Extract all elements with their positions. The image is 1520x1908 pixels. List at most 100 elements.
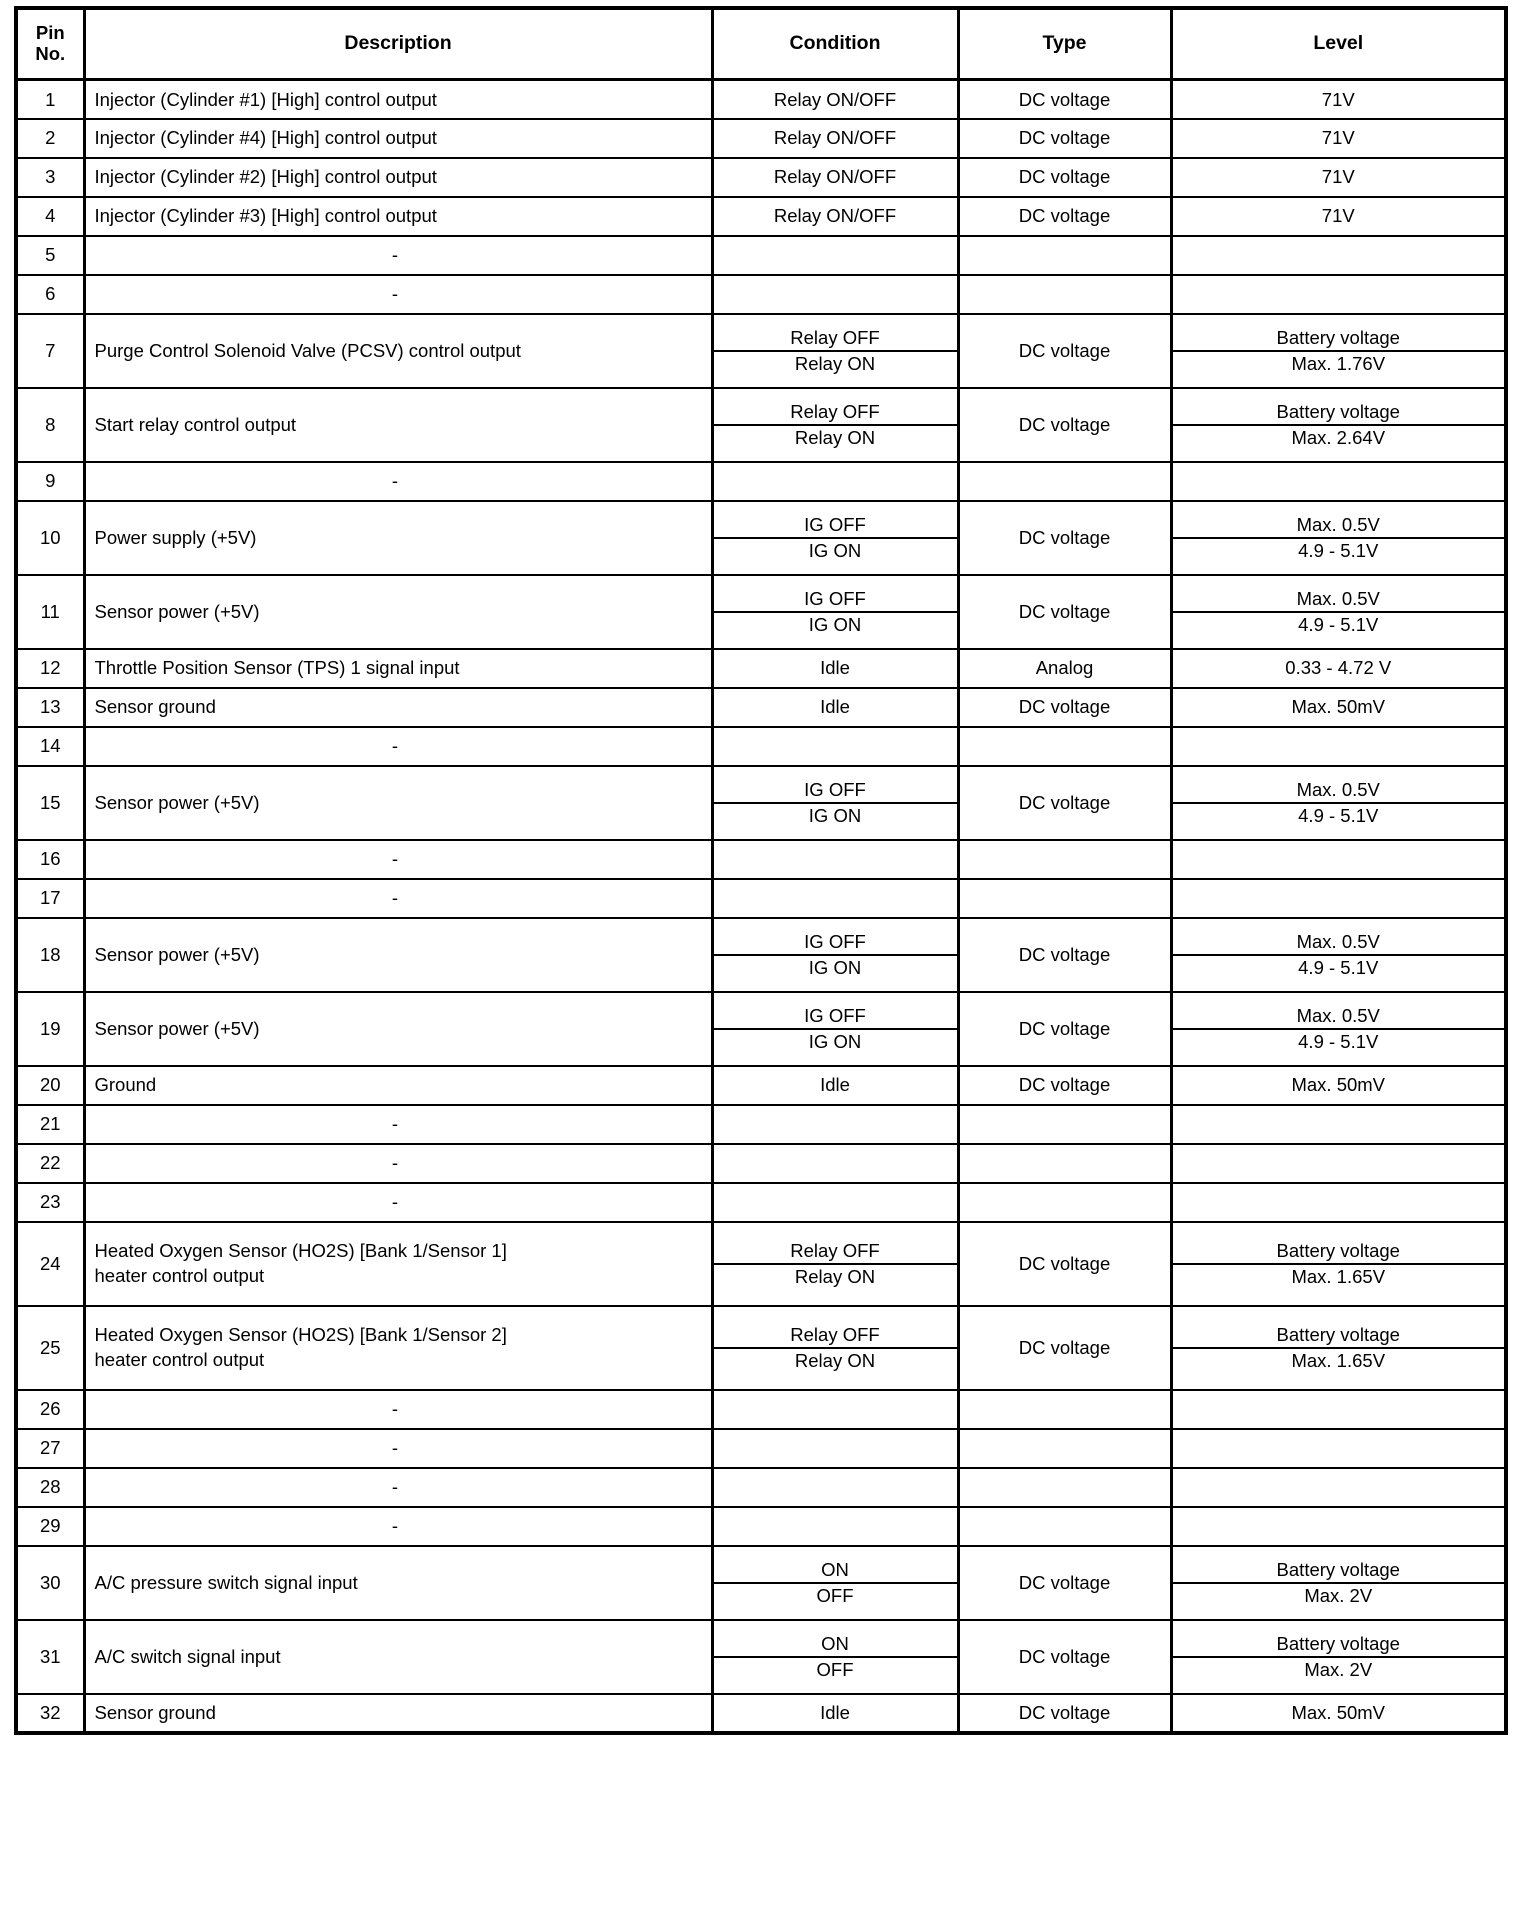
cell-pin-no: 3: [16, 157, 86, 198]
cell-level-sub: 4.9 - 5.1V: [1298, 804, 1379, 826]
cell-level: Battery voltage Max. 2V: [1171, 1619, 1506, 1695]
table-header: Pin No. Description Condition Type Level: [16, 8, 1506, 81]
cell-level: Battery voltage Max. 2.64V: [1171, 387, 1506, 463]
cell-condition-sub: Relay OFF: [713, 326, 957, 352]
cell-type: DC voltage: [958, 1221, 1173, 1307]
cell-pin-no: 9: [16, 461, 86, 502]
cell-pin-no: 32: [16, 1693, 86, 1733]
cell-pin-no: 11: [16, 574, 86, 650]
cell-level-sub: 4.9 - 5.1V: [1298, 539, 1379, 561]
cell-description: Sensor power (+5V): [84, 765, 714, 841]
table-row: 11 Sensor power (+5V) IG OFF IG ON DC voltag…: [16, 574, 1506, 650]
table-row: 5-: [16, 235, 1506, 276]
cell-description: Sensor ground: [84, 1693, 714, 1733]
cell-condition: [712, 274, 960, 315]
cell-condition-sub: IG OFF: [713, 930, 957, 956]
cell-condition: [712, 1428, 960, 1469]
cell-pin-no: 14: [16, 726, 86, 767]
cell-level: 71V: [1171, 118, 1506, 159]
cell-condition: Idle: [712, 1693, 960, 1733]
table-row: 19 Sensor power (+5V) IG OFF IG ON DC voltag…: [16, 991, 1506, 1067]
cell-type: DC voltage: [958, 1693, 1173, 1733]
table-row: 4 Injector (Cylinder #3) [High] control o…: [16, 196, 1506, 237]
cell-condition-sub: Relay OFF: [713, 1323, 957, 1349]
cell-level: [1171, 839, 1506, 880]
cell-description-empty: -: [84, 1389, 714, 1430]
cell-pin-no: 4: [16, 196, 86, 237]
description-line-1: Heated Oxygen Sensor (HO2S) [Bank 1/Sens…: [94, 1324, 507, 1346]
cell-condition-sub: ON: [713, 1558, 957, 1584]
cell-condition: [712, 1506, 960, 1547]
cell-type: DC voltage: [958, 387, 1173, 463]
cell-level: [1171, 1389, 1506, 1430]
cell-type: [958, 1182, 1173, 1223]
header-row: Pin No. Description Condition Type Level: [16, 8, 1506, 81]
cell-description: Heated Oxygen Sensor (HO2S) [Bank 1/Sens…: [84, 1305, 714, 1391]
table-row: 30 A/C pressure switch signal input ON OFF D…: [16, 1545, 1506, 1621]
cell-description: Injector (Cylinder #2) [High] control ou…: [84, 157, 714, 198]
table-row: 28-: [16, 1467, 1506, 1508]
cell-level: [1171, 1104, 1506, 1145]
table-row: 10 Power supply (+5V) IG OFF IG ON DC voltag…: [16, 500, 1506, 576]
cell-condition-sub: ON: [713, 1632, 957, 1658]
cell-type: DC voltage: [958, 991, 1173, 1067]
cell-pin-no: 30: [16, 1545, 86, 1621]
cell-type: [958, 878, 1173, 919]
table-row: 2 Injector (Cylinder #4) [High] control o…: [16, 118, 1506, 159]
cell-level: [1171, 1506, 1506, 1547]
ecm-pin-table: Pin No. Description Condition Type Level…: [14, 6, 1508, 1735]
cell-condition-sub: Relay ON: [794, 352, 876, 374]
cell-description: Ground: [84, 1065, 714, 1106]
cell-condition: ON OFF: [712, 1545, 960, 1621]
cell-type: [958, 1428, 1173, 1469]
table-row: 16-: [16, 839, 1506, 880]
cell-level-sub: Max. 1.76V: [1291, 352, 1386, 374]
cell-condition: Relay ON/OFF: [712, 118, 960, 159]
table-row: 23-: [16, 1182, 1506, 1223]
cell-condition-sub: IG OFF: [713, 1004, 957, 1030]
table-row: 14-: [16, 726, 1506, 767]
cell-pin-no: 5: [16, 235, 86, 276]
cell-level: [1171, 1182, 1506, 1223]
cell-level-sub: Battery voltage: [1172, 400, 1504, 426]
cell-condition: Idle: [712, 648, 960, 689]
cell-level: 71V: [1171, 196, 1506, 237]
cell-type: DC voltage: [958, 118, 1173, 159]
cell-level-sub: Battery voltage: [1172, 326, 1504, 352]
cell-condition-sub: IG ON: [808, 539, 862, 561]
cell-level: [1171, 235, 1506, 276]
cell-pin-no: 24: [16, 1221, 86, 1307]
cell-pin-no: 10: [16, 500, 86, 576]
table-row: 17-: [16, 878, 1506, 919]
cell-level: Max. 0.5V 4.9 - 5.1V: [1171, 991, 1506, 1067]
table-row: 26-: [16, 1389, 1506, 1430]
cell-condition: IG OFF IG ON: [712, 500, 960, 576]
cell-condition-sub: IG OFF: [713, 778, 957, 804]
cell-pin-no: 15: [16, 765, 86, 841]
cell-condition: Relay OFF Relay ON: [712, 313, 960, 389]
cell-condition-sub: Relay ON: [794, 426, 876, 448]
cell-level-sub: Battery voltage: [1172, 1323, 1504, 1349]
cell-condition-sub: IG OFF: [713, 513, 957, 539]
cell-level-sub: Max. 2V: [1304, 1584, 1373, 1606]
cell-condition: IG OFF IG ON: [712, 991, 960, 1067]
cell-pin-no: 1: [16, 79, 86, 120]
column-header-condition: Condition: [712, 8, 960, 81]
cell-level: Battery voltage Max. 2V: [1171, 1545, 1506, 1621]
cell-description: Sensor power (+5V): [84, 574, 714, 650]
cell-pin-no: 21: [16, 1104, 86, 1145]
cell-description: Sensor power (+5V): [84, 991, 714, 1067]
table-row: 13 Sensor ground Idle DC voltage Max. 50mV: [16, 687, 1506, 728]
cell-pin-no: 17: [16, 878, 86, 919]
cell-condition: ON OFF: [712, 1619, 960, 1695]
cell-type: DC voltage: [958, 313, 1173, 389]
table-row: 3 Injector (Cylinder #2) [High] control o…: [16, 157, 1506, 198]
cell-condition-sub: Relay OFF: [713, 400, 957, 426]
cell-type: DC voltage: [958, 574, 1173, 650]
cell-condition: Idle: [712, 687, 960, 728]
table-row: 27-: [16, 1428, 1506, 1469]
cell-description: Injector (Cylinder #3) [High] control ou…: [84, 196, 714, 237]
column-header-pin-line2: No.: [35, 43, 66, 64]
column-header-level: Level: [1171, 8, 1506, 81]
